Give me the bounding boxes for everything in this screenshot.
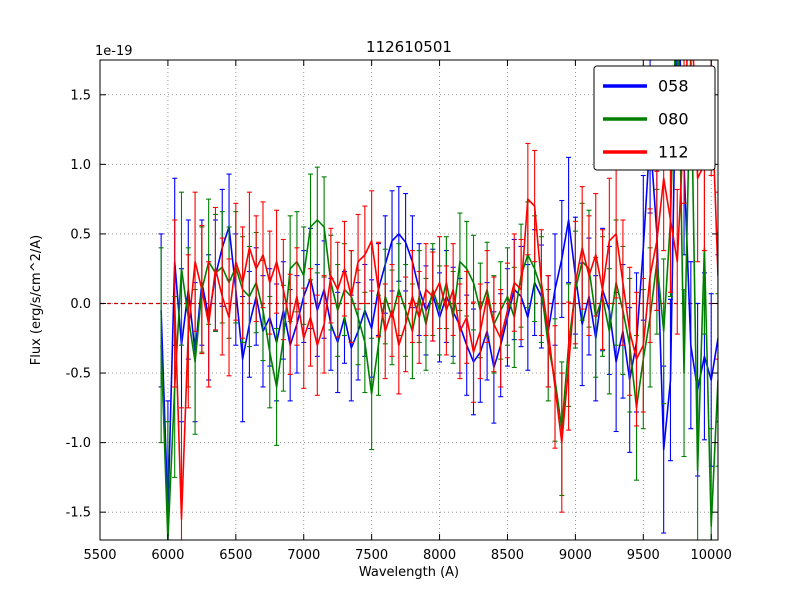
y-tick-label: -0.5 [66,367,91,382]
legend-label: 112 [658,143,689,162]
x-tick-label: 8500 [491,548,524,563]
legend-label: 058 [658,77,689,96]
chart-title: 112610501 [366,38,452,56]
data-series [158,60,718,540]
series-112 [172,60,718,540]
legend-box [593,65,716,171]
legend-entry-080: 080 [603,110,689,129]
series-line-112 [173,60,718,520]
y-tick-label: 0.0 [70,297,91,312]
x-tick-label: 9500 [627,548,660,563]
x-tick-label: 6500 [219,548,252,563]
x-tick-label: 6000 [151,548,184,563]
x-axis-label: Wavelength (A) [359,565,459,580]
x-tick-label: 7000 [287,548,320,563]
y-tick-label: -1.5 [66,506,91,521]
y-offset-label: 1e-19 [95,44,133,59]
y-tick-label: 0.5 [70,227,91,242]
y-axis-label: Flux (erg/s/cm^2/A) [29,235,44,365]
y-tick-label: -1.0 [66,436,91,451]
legend-entry-058: 058 [603,77,689,96]
legend: 058 080 112 [593,65,716,171]
x-tick-label: 10000 [691,548,732,563]
ticks [99,60,718,540]
x-tick-label: 7500 [355,548,388,563]
x-tick-label: 9000 [559,548,592,563]
legend-entry-112: 112 [603,143,689,162]
tick-labels: 5500 6000 6500 7000 7500 8000 8500 9000 9500 1000… [66,88,732,563]
x-tick-label: 5500 [83,548,116,563]
x-tick-label: 8000 [423,548,456,563]
y-tick-label: 1.0 [70,158,91,173]
axes-spines [99,59,719,541]
legend-label: 080 [658,110,689,129]
y-tick-label: 1.5 [70,88,91,103]
